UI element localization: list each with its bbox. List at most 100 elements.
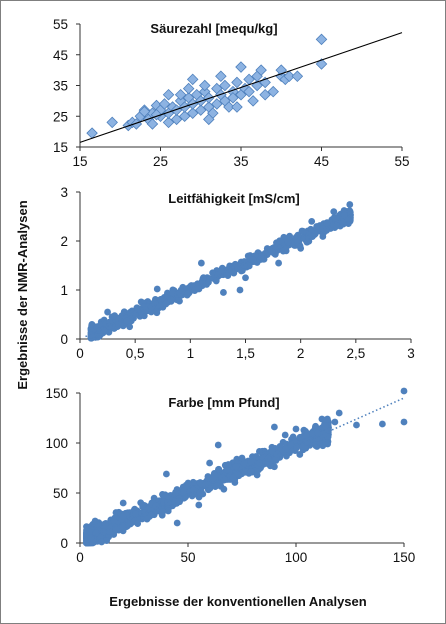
x-tick-label: 1,5 [236,346,255,361]
data-point [319,233,327,240]
data-point [309,430,316,438]
data-point [314,429,321,437]
data-point [227,92,239,104]
data-point [184,479,192,487]
data-point [158,98,171,110]
x-tick-label: 45 [314,154,329,169]
data-point [292,425,300,433]
data-point [134,520,142,527]
data-point [85,528,93,536]
data-point [247,459,255,466]
x-tick-label: 100 [285,550,308,565]
x-tick-label: 2 [297,346,305,361]
data-point [220,289,227,296]
y-tick-label: 100 [45,436,68,451]
data-point [174,88,187,101]
data-point [102,520,109,527]
data-point [229,474,237,482]
data-point [253,471,261,479]
data-point [153,309,161,317]
y-tick-label: 2 [60,234,68,249]
data-point [104,308,111,316]
data-point [242,274,249,282]
data-point [98,538,105,546]
data-point [184,290,192,298]
x-axis-label: Ergebnisse der konventionellen Analysen [109,594,366,609]
trendline [79,32,403,143]
data-point [240,460,248,468]
y-tick-label: 0 [60,536,68,551]
data-point [203,92,215,104]
trendline [90,397,405,538]
data-point [247,468,255,476]
data-point [87,331,95,339]
data-point [199,79,211,92]
data-point [201,481,209,488]
data-points [83,387,408,547]
data-point [283,70,296,83]
x-tick-label: 55 [394,154,409,169]
data-point [203,113,215,126]
data-point [215,465,223,473]
data-point [100,528,107,535]
data-point [259,88,271,101]
y-tick-label: 0 [60,332,68,347]
data-point [152,502,160,510]
data-point [126,323,134,331]
x-tick-label: 3 [407,346,415,361]
data-point [330,208,338,216]
data-point [123,317,131,325]
data-points [87,201,354,342]
data-point [308,218,316,225]
y-tick-label: 1 [60,283,68,298]
data-point [346,201,354,208]
x-tick-label: 25 [153,154,168,169]
data-point [238,454,246,462]
data-point [281,431,289,439]
data-point [267,85,279,98]
data-point [323,219,331,227]
data-point [194,104,207,116]
chart-title: Leitfähigkeit [mS/cm] [168,191,299,206]
data-point [271,423,278,431]
data-point [379,420,386,428]
data-point [195,501,203,509]
data-point [315,33,328,46]
data-point [235,61,247,73]
data-point [119,499,127,507]
data-point [353,421,360,429]
data-point [321,422,329,430]
data-point [106,116,118,129]
chart-panel-acid-value: Säurezahl [mequ/kg] 15 25 35 45 55 15 25 35 45 55 [53,17,410,169]
y-axis-label: Ergebnisse der NMR-Analysen [15,200,30,389]
x-tick-label: 1 [187,346,195,361]
data-point [323,416,331,423]
data-point [206,459,214,467]
data-point [303,438,311,446]
data-point [293,443,300,451]
data-point [91,517,99,525]
data-point [174,497,182,505]
data-point [182,82,195,95]
data-point [223,101,235,113]
data-point [178,110,191,123]
data-point [214,441,222,449]
data-point [264,454,272,462]
data-point [313,223,321,230]
data-point [112,509,120,516]
data-point [247,95,259,107]
data-point [87,534,95,542]
data-point [338,218,346,225]
data-point [287,441,294,449]
data-point [289,433,297,441]
data-point [224,461,232,468]
data-point [219,79,231,92]
data-point [141,509,149,517]
data-point [211,98,223,110]
data-point [189,478,197,486]
data-point [138,105,151,118]
y-tick-label: 3 [60,185,68,200]
chart-title: Farbe [mm Pfund] [168,395,279,410]
data-point [268,448,276,455]
data-point [291,70,304,83]
